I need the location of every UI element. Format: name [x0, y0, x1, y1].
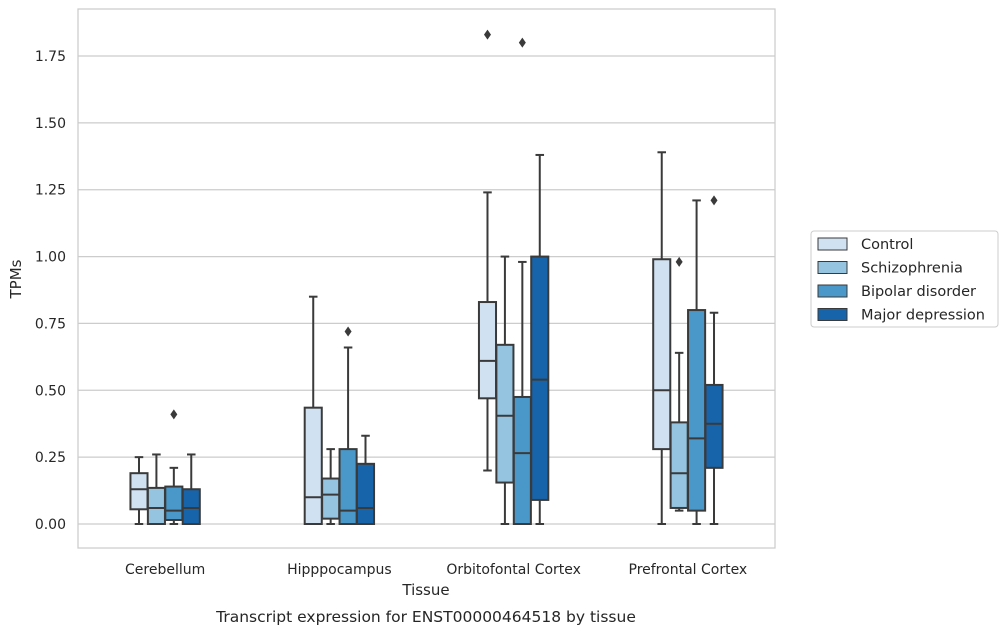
box-body — [477, 301, 498, 400]
box — [181, 453, 201, 525]
box — [704, 195, 724, 525]
box-body — [687, 309, 707, 512]
box-series — [129, 29, 724, 526]
y-tick-label: 1.50 — [35, 116, 66, 132]
outlier-point — [675, 256, 683, 267]
legend: Control Schizophrenia Bipolar disorder Majo… — [810, 230, 999, 328]
x-tick-label: Cerebellum — [125, 562, 205, 578]
x-tick-label: Hipppocampus — [287, 562, 392, 578]
legend-frame — [810, 230, 999, 328]
box-body — [530, 255, 550, 501]
box-body — [181, 488, 201, 525]
legend-swatch — [817, 284, 848, 298]
y-axis-title: TPMs — [7, 259, 25, 299]
box-body — [164, 485, 184, 521]
legend-swatch — [817, 261, 848, 274]
box — [303, 295, 323, 526]
y-tick-label: 1.75 — [35, 49, 66, 65]
box — [652, 151, 672, 525]
box-body — [704, 383, 724, 469]
box — [146, 453, 166, 526]
outlier-point — [170, 409, 178, 420]
legend-label: Schizophrenia — [861, 261, 963, 277]
y-tick-label: 1.00 — [35, 250, 66, 266]
outlier-point — [344, 326, 352, 337]
outlier-point — [710, 195, 718, 206]
box-body — [129, 472, 149, 511]
legend-label: Control — [861, 237, 913, 253]
box-body — [669, 421, 689, 509]
plot-area — [77, 8, 776, 549]
legend-label: Major depression — [861, 308, 985, 324]
y-tick-label: 0.00 — [35, 517, 66, 533]
legend-swatch — [817, 237, 848, 251]
box-body — [146, 486, 166, 526]
chart-caption: Transcript expression for ENST0000046451… — [215, 608, 636, 626]
box-body — [303, 406, 323, 526]
box-body — [512, 395, 532, 526]
y-tick-label: 0.25 — [35, 450, 66, 466]
box-body — [495, 343, 515, 484]
box — [321, 448, 341, 525]
box — [687, 199, 707, 525]
box-body — [355, 462, 376, 526]
x-axis-ticks: Cerebellum Hipppocampus Orbitofontal Corte… — [125, 562, 747, 578]
box — [129, 456, 149, 525]
gridlines — [78, 55, 775, 525]
y-tick-label: 0.50 — [35, 383, 66, 399]
box — [512, 37, 532, 526]
x-axis-title: Tissue — [401, 581, 449, 599]
box — [338, 326, 358, 525]
box-body — [321, 477, 341, 520]
y-axis-ticks: 0.00 0.25 0.50 0.75 1.00 1.25 1.50 1.75 — [35, 49, 66, 533]
box-body — [652, 258, 672, 451]
outlier-point — [518, 37, 526, 48]
box — [669, 256, 689, 512]
x-tick-label: Orbitofontal Cortex — [446, 562, 581, 578]
y-tick-label: 1.25 — [35, 183, 66, 199]
box-body — [338, 448, 358, 525]
box — [477, 29, 498, 472]
legend-swatch — [817, 308, 848, 321]
box — [355, 434, 376, 526]
x-tick-label: Prefrontal Cortex — [629, 562, 748, 578]
y-tick-label: 0.75 — [35, 316, 66, 332]
outlier-point — [483, 29, 491, 40]
box — [164, 409, 184, 525]
box — [530, 153, 550, 525]
legend-label: Bipolar disorder — [861, 284, 976, 300]
box — [495, 255, 515, 525]
